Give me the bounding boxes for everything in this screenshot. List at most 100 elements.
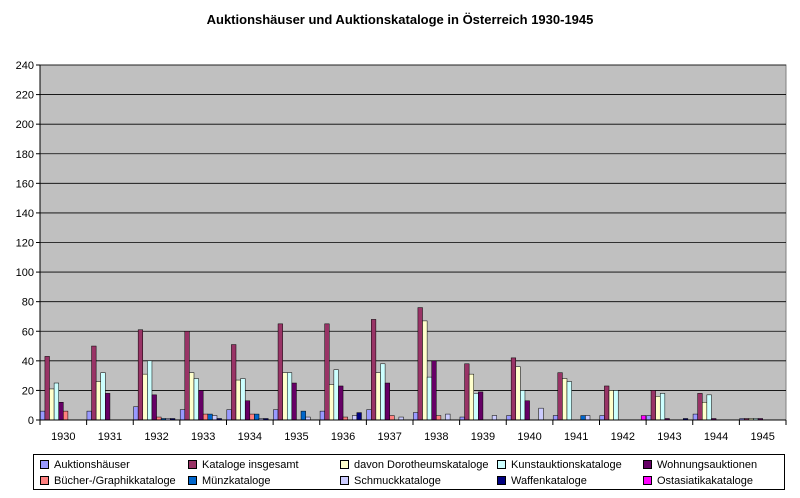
bar [520, 390, 526, 421]
legend-swatch [643, 459, 652, 469]
bar [608, 390, 614, 421]
bar [426, 376, 432, 421]
bar [273, 409, 279, 421]
bar [147, 360, 153, 421]
x-tick-label: 1945 [750, 431, 774, 443]
x-axis: 1930 1931 1932 1933 1934 1935 1936 1937 1938 1939… [39, 419, 787, 443]
bar [655, 396, 661, 421]
bar [431, 360, 437, 421]
y-tick-label: 240 [16, 60, 34, 72]
y-tick-label: 20 [22, 385, 34, 397]
x-tick-label: 1939 [471, 431, 495, 443]
x-tick-label: 1937 [377, 431, 401, 443]
bar [380, 363, 386, 421]
bar [417, 307, 423, 421]
y-tick-label: 60 [22, 326, 34, 338]
bar [212, 415, 218, 421]
bar [329, 384, 335, 421]
x-tick-label: 1940 [517, 431, 541, 443]
bar [562, 378, 568, 421]
bar [291, 382, 297, 421]
bar [552, 415, 559, 421]
x-tick-label: 1933 [191, 431, 215, 443]
y-tick-label: 160 [16, 178, 34, 190]
bar [184, 331, 190, 421]
bar [244, 400, 251, 421]
bar [189, 372, 195, 421]
legend-swatch [340, 475, 349, 485]
legend-label: Bücher-/Graphikkataloge [54, 475, 176, 487]
bar [137, 329, 144, 421]
bar [468, 373, 474, 421]
legend-swatch [188, 475, 197, 485]
legend-label: Waffenkataloge [511, 475, 587, 487]
bar [478, 391, 484, 421]
bar [436, 415, 442, 421]
legend-label: Ostasiatikakataloge [657, 475, 753, 487]
bar [86, 410, 92, 421]
legend-label: Wohnungsauktionen [657, 459, 758, 471]
bar [384, 382, 390, 421]
bar [207, 413, 213, 421]
bar [557, 372, 563, 421]
bar [151, 394, 157, 421]
bar [585, 415, 591, 421]
y-tick-label: 0 [28, 415, 34, 427]
bar [338, 385, 344, 421]
legend-swatch [497, 475, 506, 485]
legend-item: davon Dorotheumskataloge [340, 459, 489, 471]
bar [352, 415, 358, 421]
x-tick-label: 1941 [564, 431, 588, 443]
legend-item: Schmuckkataloge [340, 475, 441, 487]
bar [491, 415, 497, 421]
y-tick-label: 220 [16, 90, 34, 102]
y-tick-label: 180 [16, 149, 34, 161]
legend-label: Auktionshäuser [54, 459, 130, 471]
legend: Auktionshäuser Kataloge insgesamt davon Do… [33, 454, 785, 490]
bar [254, 413, 260, 421]
bar [193, 378, 199, 421]
bar [300, 410, 306, 421]
bar [95, 381, 101, 421]
bar [240, 378, 246, 421]
bar [231, 344, 237, 421]
legend-item: Waffenkataloge [497, 475, 587, 487]
legend-item: Münzkataloge [188, 475, 271, 487]
bar [702, 402, 708, 421]
x-tick-label: 1936 [331, 431, 355, 443]
x-tick-label: 1944 [704, 431, 728, 443]
bar [697, 393, 703, 421]
legend-swatch [497, 459, 506, 469]
bars [40, 307, 763, 421]
bar [324, 323, 330, 421]
bar [282, 372, 288, 421]
bar [413, 412, 419, 421]
bar [286, 372, 293, 421]
y-axis: 0 20 40 60 80 100 120 140 160 180 200 220 240 [16, 60, 41, 427]
bar [371, 319, 377, 421]
y-tick-label: 120 [16, 238, 34, 250]
legend-swatch [340, 459, 349, 469]
bar [524, 400, 530, 421]
bar [142, 373, 148, 421]
legend-label: Schmuckkataloge [354, 475, 441, 487]
y-tick-label: 40 [22, 356, 34, 368]
bar [464, 363, 470, 421]
bar [613, 390, 619, 421]
legend-label: Kataloge insgesamt [202, 459, 299, 471]
gridlines [40, 64, 786, 391]
x-tick-label: 1943 [657, 431, 681, 443]
y-tick-label: 100 [16, 267, 34, 279]
bar [640, 415, 647, 421]
bar [249, 413, 255, 421]
bar [198, 390, 204, 421]
bar [599, 415, 605, 421]
bar [510, 357, 517, 421]
bar [179, 409, 186, 421]
legend-label: Münzkataloge [202, 475, 271, 487]
legend-swatch [188, 459, 197, 469]
bar [646, 415, 652, 421]
x-tick-label: 1930 [51, 431, 75, 443]
x-tick-label: 1932 [144, 431, 168, 443]
